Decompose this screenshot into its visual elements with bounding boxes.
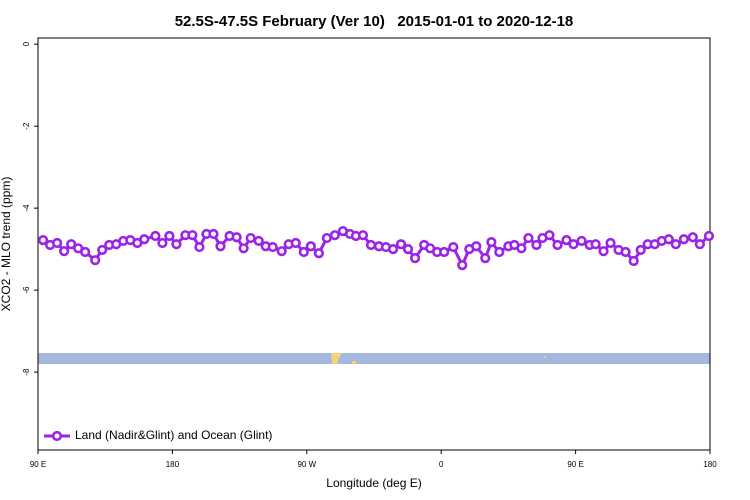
surface-strip [38,353,710,364]
x-tick-label: 0 [439,460,444,469]
data-point [37,235,49,246]
x-tick-label: 180 [703,460,717,469]
data-point [321,232,332,244]
data-point [231,232,242,243]
data-point [448,241,459,253]
data-point [486,237,497,248]
data-point [620,246,631,258]
data-point [215,241,226,252]
data-point [157,237,168,249]
data-point [480,253,491,264]
legend-marker [51,430,63,442]
x-axis-label: Longitude (deg E) [326,476,421,490]
data-point [663,234,674,245]
x-tick-label: 90 E [30,460,46,469]
data-point [290,237,301,249]
data-point [605,237,616,249]
data-point [494,246,505,258]
data-point [568,239,579,250]
data-point [150,230,161,242]
data-point [90,255,101,266]
data-point [365,239,377,251]
data-point [171,239,182,250]
data-point [703,230,715,242]
data-point [139,234,150,245]
data-point [253,235,264,247]
data-point [97,244,108,256]
data-point [635,244,646,256]
y-tick-label: -8 [22,368,31,376]
data-point [552,239,563,251]
data-point [561,235,572,246]
data-point [313,248,324,259]
data-point [329,230,340,241]
y-tick-label: -4 [22,204,31,212]
data-point [357,230,369,241]
data-point [298,246,309,258]
data-point [395,239,407,250]
y-tick-label: -2 [22,122,31,130]
data-point [80,246,91,258]
y-tick-label: 0 [22,41,31,46]
y-axis-label: XCO2 - MLO trend (ppm) [0,177,13,312]
data-point [628,255,639,267]
data-point [267,241,278,253]
data-point [388,244,399,255]
data-point [576,235,587,247]
data-point [687,232,698,243]
data-point [305,241,316,252]
data-point [208,228,219,240]
data-point [409,253,421,264]
data-point [402,244,414,255]
data-point [590,239,601,250]
data-point [245,232,256,244]
data-point [544,230,555,241]
data-point [439,246,450,258]
data-point [164,230,175,242]
data-point [66,239,77,250]
y-tick-label: -6 [22,286,31,294]
data-point [694,239,705,250]
legend-label: Land (Nadir&Glint) and Ocean (Glint) [75,428,272,442]
data-point [678,234,689,245]
data-point [516,243,527,254]
chart-title: 52.5S-47.5S February (Ver 10) 2015-01-01… [175,13,574,30]
data-point [457,260,468,271]
x-tick-label: 90 W [297,460,316,469]
x-tick-label: 90 E [567,460,583,469]
data-point [238,243,249,254]
data-point [531,239,542,251]
data-point [523,232,534,244]
data-point [598,246,609,257]
data-point [187,230,198,241]
x-tick-label: 180 [166,460,180,469]
data-point [59,246,70,257]
plot-frame [37,37,711,451]
data-point [276,246,287,257]
data-point [52,237,63,249]
data-point [194,241,205,253]
data-point [670,239,681,250]
data-point [471,241,482,252]
